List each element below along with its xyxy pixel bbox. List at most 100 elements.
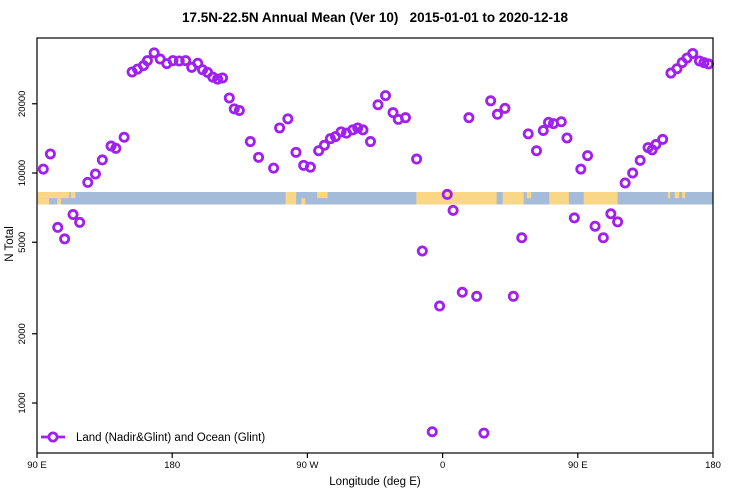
data-point: [52, 221, 64, 233]
map-strip-land-segment: [57, 198, 62, 205]
y-tick-label: 1000: [17, 392, 28, 413]
data-point: [605, 208, 617, 220]
data-point: [253, 151, 265, 163]
data-point: [313, 145, 325, 157]
data-point: [67, 209, 79, 221]
map-strip-land-segment: [37, 192, 70, 199]
data-point: [282, 113, 294, 125]
data-point: [657, 133, 669, 145]
x-tick-label: 90 E: [27, 460, 47, 471]
legend-marker-icon: [47, 431, 59, 443]
data-point: [426, 426, 438, 438]
map-strip-land-segment: [70, 192, 76, 199]
map-strip-land-segment: [667, 192, 671, 199]
data-point: [223, 92, 235, 104]
data-point: [59, 233, 71, 245]
data-point: [434, 300, 446, 312]
data-point: [478, 427, 490, 439]
data-point: [110, 142, 122, 154]
data-point: [180, 55, 192, 67]
data-point: [364, 136, 376, 148]
map-strip-land-segment: [416, 192, 497, 205]
data-point: [37, 163, 49, 175]
chart-title: 17.5N-22.5N Annual Mean (Ver 10) 2015-01…: [182, 10, 568, 25]
data-point: [167, 55, 179, 67]
map-strip-land-segment: [317, 192, 328, 199]
data-point: [516, 232, 528, 244]
data-point: [537, 125, 549, 137]
data-point: [499, 102, 511, 114]
map-strip-land-segment: [285, 192, 297, 205]
legend-label: Land (Nadir&Glint) and Ocean (Glint): [76, 432, 265, 444]
data-point: [399, 112, 411, 124]
data-point: [471, 290, 483, 302]
data-point: [507, 290, 519, 302]
data-point: [568, 212, 580, 224]
data-point: [650, 139, 662, 151]
data-point: [357, 124, 369, 136]
data-point: [141, 55, 153, 67]
data-point: [304, 161, 316, 173]
x-tick-label: 180: [705, 460, 721, 471]
data-point: [380, 90, 392, 102]
map-strip-land-segment: [37, 198, 50, 205]
data-point: [447, 204, 459, 216]
data-point: [268, 162, 280, 174]
data-point: [687, 47, 699, 59]
data-point: [612, 216, 624, 228]
data-point: [212, 73, 224, 85]
x-tick-label: 0: [440, 460, 445, 471]
y-tick-label: 10000: [17, 160, 28, 186]
data-point: [290, 146, 302, 158]
data-point: [575, 163, 587, 175]
data-point: [352, 122, 364, 134]
data-point: [173, 55, 185, 67]
data-point: [411, 153, 423, 165]
data-point: [456, 286, 468, 298]
map-strip-land-segment: [549, 192, 569, 205]
map-strip-land-segment: [301, 198, 306, 205]
x-tick-label: 90 W: [296, 460, 318, 471]
data-point: [543, 116, 555, 128]
data-point: [619, 177, 631, 189]
data-point: [441, 188, 453, 200]
data-point: [372, 99, 384, 111]
data-point: [561, 132, 573, 144]
data-point: [671, 63, 683, 75]
data-point: [274, 122, 286, 134]
data-point: [582, 150, 594, 162]
data-point: [555, 116, 567, 128]
map-strip-land-segment: [682, 192, 686, 199]
data-point: [96, 154, 108, 166]
y-tick-label: 5000: [17, 232, 28, 253]
data-point: [217, 72, 229, 84]
data-point: [82, 176, 94, 188]
data-point: [74, 216, 86, 228]
map-strip-land-segment: [583, 192, 618, 205]
data-point: [522, 128, 534, 140]
map-strip-land-segment: [674, 192, 680, 199]
data-point: [627, 167, 639, 179]
data-point: [597, 232, 609, 244]
data-point: [485, 95, 497, 107]
data-point: [89, 168, 101, 180]
map-strip-land-segment: [502, 192, 524, 205]
data-point: [44, 148, 56, 160]
data-point: [233, 104, 245, 116]
data-point: [335, 126, 347, 138]
x-tick-label: 180: [164, 460, 180, 471]
y-tick-label: 2000: [17, 323, 28, 344]
y-tick-label: 20000: [17, 91, 28, 117]
data-point: [318, 139, 330, 151]
data-point: [387, 107, 399, 119]
data-point: [634, 154, 646, 166]
x-tick-label: 90 E: [568, 460, 588, 471]
data-point: [463, 112, 475, 124]
map-strip-ocean: [37, 192, 713, 205]
data-point: [148, 47, 160, 59]
data-point: [244, 136, 256, 148]
data-point: [228, 103, 240, 115]
x-axis-label: Longitude (deg E): [329, 476, 421, 488]
